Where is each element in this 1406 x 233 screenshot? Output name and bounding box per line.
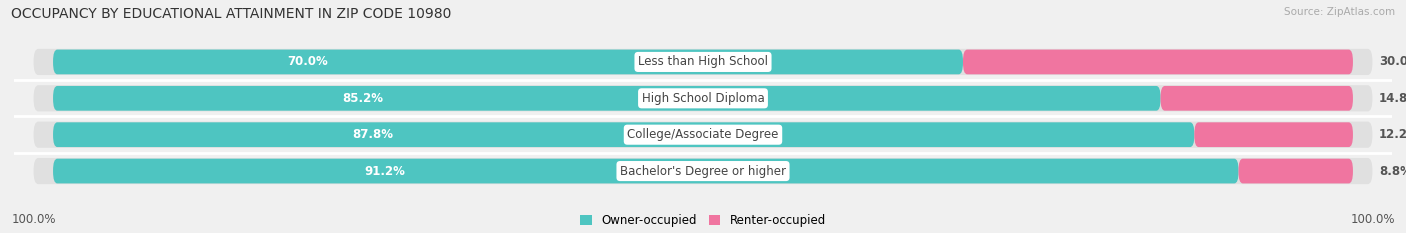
Text: Source: ZipAtlas.com: Source: ZipAtlas.com xyxy=(1284,7,1395,17)
Text: College/Associate Degree: College/Associate Degree xyxy=(627,128,779,141)
FancyBboxPatch shape xyxy=(34,85,1372,111)
Legend: Owner-occupied, Renter-occupied: Owner-occupied, Renter-occupied xyxy=(579,214,827,227)
Text: 30.0%: 30.0% xyxy=(1379,55,1406,69)
Text: 87.8%: 87.8% xyxy=(352,128,394,141)
Text: 100.0%: 100.0% xyxy=(11,213,56,226)
Text: 91.2%: 91.2% xyxy=(364,164,405,178)
Text: Bachelor's Degree or higher: Bachelor's Degree or higher xyxy=(620,164,786,178)
FancyBboxPatch shape xyxy=(34,49,1372,75)
Text: 70.0%: 70.0% xyxy=(287,55,328,69)
FancyBboxPatch shape xyxy=(1239,159,1353,183)
FancyBboxPatch shape xyxy=(53,86,1160,111)
FancyBboxPatch shape xyxy=(1194,122,1353,147)
Text: 14.8%: 14.8% xyxy=(1379,92,1406,105)
FancyBboxPatch shape xyxy=(963,50,1353,74)
Text: OCCUPANCY BY EDUCATIONAL ATTAINMENT IN ZIP CODE 10980: OCCUPANCY BY EDUCATIONAL ATTAINMENT IN Z… xyxy=(11,7,451,21)
FancyBboxPatch shape xyxy=(53,50,963,74)
Text: 12.2%: 12.2% xyxy=(1379,128,1406,141)
FancyBboxPatch shape xyxy=(53,122,1194,147)
Text: 8.8%: 8.8% xyxy=(1379,164,1406,178)
FancyBboxPatch shape xyxy=(34,158,1372,184)
Text: 85.2%: 85.2% xyxy=(343,92,384,105)
FancyBboxPatch shape xyxy=(1160,86,1353,111)
Text: Less than High School: Less than High School xyxy=(638,55,768,69)
FancyBboxPatch shape xyxy=(34,122,1372,148)
Text: High School Diploma: High School Diploma xyxy=(641,92,765,105)
Text: 100.0%: 100.0% xyxy=(1350,213,1395,226)
FancyBboxPatch shape xyxy=(53,159,1239,183)
